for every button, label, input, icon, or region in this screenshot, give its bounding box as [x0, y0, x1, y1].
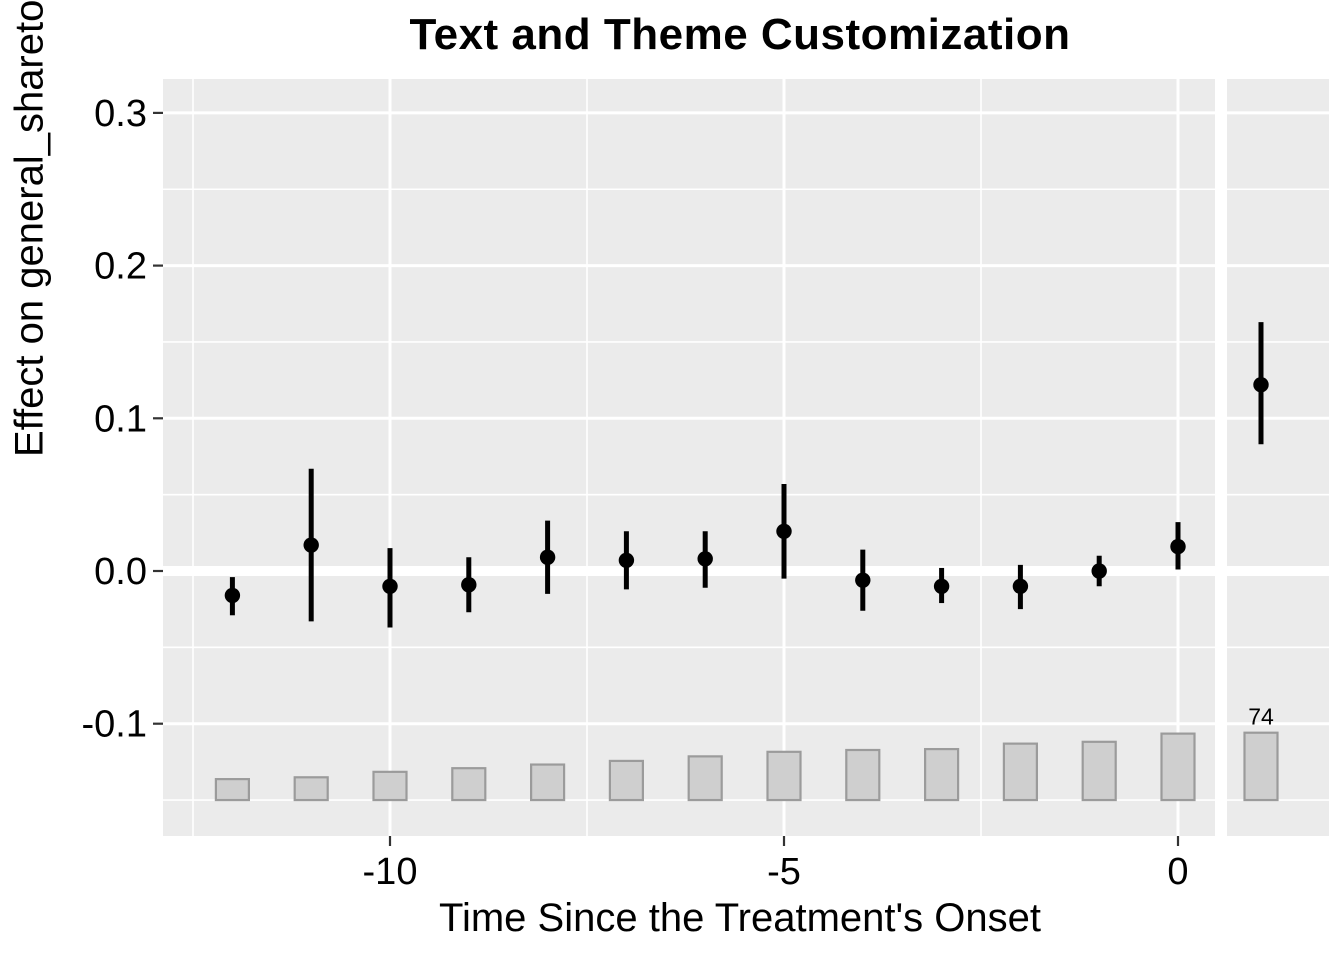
y-tick-label: 0.3 — [94, 93, 147, 135]
y-tick-label: 0.0 — [94, 551, 147, 593]
right-panel — [1227, 79, 1329, 836]
obs-count-bar — [372, 770, 408, 802]
estimate-point — [697, 551, 713, 567]
x-tick-label: -5 — [767, 851, 801, 893]
obs-count-bar — [608, 759, 645, 802]
obs-count-bar — [293, 776, 329, 802]
obs-count-bar — [766, 750, 802, 802]
obs-count-bar — [845, 748, 881, 802]
obs-count-bar — [1002, 742, 1039, 802]
obs-count-bar — [1243, 731, 1279, 802]
estimate-point — [776, 523, 792, 539]
estimate-point — [539, 549, 556, 565]
estimate-point — [855, 572, 871, 588]
bar-count-label: 74 — [1248, 704, 1274, 730]
estimate-point — [1012, 578, 1029, 594]
obs-count-bar — [1160, 732, 1196, 802]
estimate-point — [461, 577, 477, 593]
obs-count-bar — [214, 778, 250, 802]
plot-title: Text and Theme Customization — [409, 10, 1071, 59]
y-tick-label: 0.1 — [94, 398, 147, 440]
y-tick-label: -0.1 — [82, 704, 147, 746]
y-tick-label: 0.2 — [94, 246, 147, 288]
obs-count-bar — [923, 747, 960, 802]
estimate-point — [1170, 538, 1186, 555]
x-tick-label: -10 — [363, 851, 418, 893]
main-panel — [163, 79, 1215, 836]
estimate-point — [1091, 563, 1107, 579]
estimate-point — [1253, 377, 1269, 393]
estimate-point — [618, 552, 635, 569]
obs-count-bar — [451, 767, 487, 802]
estimate-point — [224, 587, 241, 604]
obs-count-bar — [529, 763, 566, 802]
estimate-point — [382, 578, 398, 594]
obs-count-bar — [687, 755, 723, 802]
x-tick-label: 0 — [1167, 851, 1188, 893]
x-axis-title: Time Since the Treatment's Onset — [439, 896, 1041, 940]
obs-count-bar — [1081, 740, 1117, 802]
estimate-point — [933, 578, 950, 594]
estimate-point — [303, 537, 319, 553]
